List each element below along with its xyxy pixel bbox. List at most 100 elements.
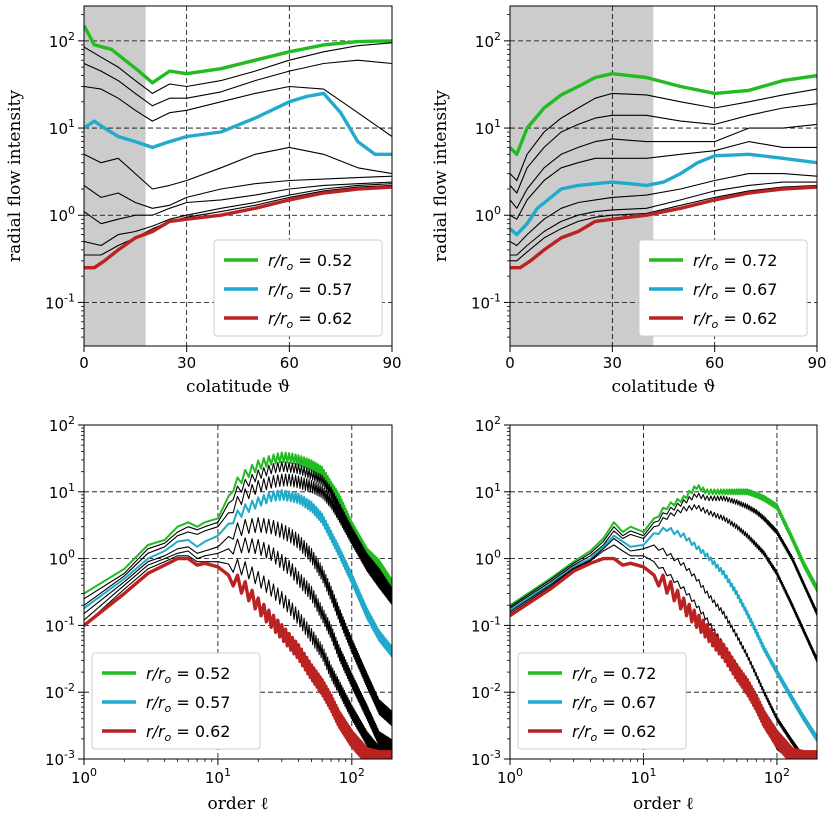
y-tick-label: 101	[475, 481, 501, 502]
y-tick-label: 10-3	[471, 748, 501, 769]
axes-frame	[509, 424, 818, 760]
series-line-2	[510, 103, 817, 194]
shaded-region	[84, 6, 146, 346]
x-axis-label: order ℓ	[208, 794, 269, 814]
y-tick-label: 100	[475, 548, 501, 569]
panel-top-left: 0 30 60 90 10-1 100 101 102 colatitude ϑ radial f…	[5, 5, 402, 397]
legend-label: r/ro = 0.72	[693, 251, 777, 273]
x-tick-label: 101	[205, 766, 231, 787]
legend-frame	[91, 652, 261, 750]
x-tick-label: 102	[764, 766, 790, 787]
x-tick-label: 90	[382, 354, 401, 372]
y-tick-label: 10-3	[45, 748, 75, 769]
series-line-3	[84, 85, 392, 137]
legend-label: r/ro = 0.57	[146, 693, 230, 715]
x-tick-label: 60	[705, 354, 724, 372]
series-line-4	[510, 141, 817, 220]
legend-label: r/ro = 0.57	[268, 280, 352, 302]
series-line-8	[84, 183, 392, 247]
legend-label: r/ro = 0.62	[268, 309, 352, 331]
series-line-0	[510, 484, 817, 607]
series-line-6	[84, 175, 392, 209]
panel-bottom-right: 100 101 102 10-3 10-2 10-1 100 101 102 order ℓ r/r…	[471, 414, 818, 814]
series-line-1	[510, 492, 817, 616]
series-line-6	[510, 556, 817, 759]
y-tick-label: 101	[49, 117, 75, 138]
x-tick-label: 102	[339, 766, 365, 787]
series-line-6	[510, 173, 817, 247]
series-line-5	[84, 146, 392, 190]
axes-frame	[83, 5, 393, 347]
y-tick-label: 10-1	[471, 614, 501, 635]
x-tick-label: 30	[603, 354, 622, 372]
series-line-2	[84, 473, 392, 606]
y-tick-label: 100	[475, 204, 501, 225]
x-tick-label: 101	[630, 766, 656, 787]
legend-frame	[517, 652, 687, 750]
series-line-2	[510, 504, 817, 663]
y-tick-label: 10-1	[471, 291, 501, 312]
series-line-4	[510, 537, 817, 759]
series-line-5	[84, 537, 392, 755]
series-line-10	[84, 185, 392, 270]
y-tick-label: 102	[49, 30, 75, 51]
legend: r/ro = 0.52 r/ro = 0.57 r/ro = 0.62	[91, 652, 261, 750]
x-tick-label: 100	[71, 766, 97, 787]
x-tick-label: 90	[807, 354, 826, 372]
x-tick-label: 30	[177, 354, 196, 372]
y-tick-label: 101	[49, 481, 75, 502]
legend-label: r/ro = 0.62	[146, 722, 230, 744]
series-line-6	[84, 555, 392, 759]
series-line-4	[84, 91, 392, 156]
series-line-5	[510, 152, 817, 237]
series-line-0	[510, 72, 817, 156]
axes-frame	[509, 5, 818, 347]
y-tick-label: 10-2	[471, 681, 501, 702]
series-line-7	[84, 181, 392, 225]
legend-label: r/ro = 0.72	[572, 664, 656, 686]
legend: r/ro = 0.52 r/ro = 0.57 r/ro = 0.62	[213, 239, 383, 337]
axes-frame	[83, 424, 393, 760]
x-axis-label: order ℓ	[633, 794, 694, 814]
series-group	[510, 484, 817, 759]
legend-frame	[213, 239, 383, 337]
legend: r/ro = 0.72 r/ro = 0.67 r/ro = 0.62	[638, 239, 808, 337]
series-group	[84, 451, 392, 759]
series-line-9	[84, 184, 392, 256]
series-line-1	[510, 88, 817, 182]
series-group	[84, 24, 392, 270]
y-tick-label: 10-1	[45, 291, 75, 312]
x-axis-label: colatitude ϑ	[612, 377, 716, 397]
x-tick-label: 100	[497, 766, 523, 787]
x-axis-label: colatitude ϑ	[186, 377, 290, 397]
panel-bottom-left: 100 101 102 10-3 10-2 10-1 100 101 102 order ℓ r/r…	[45, 414, 393, 814]
series-group	[510, 72, 817, 270]
y-axis-label: radial flow intensity	[431, 90, 451, 262]
series-line-1	[84, 42, 392, 94]
y-tick-label: 10-2	[45, 681, 75, 702]
series-line-7	[510, 181, 817, 256]
y-tick-label: 100	[49, 204, 75, 225]
legend-label: r/ro = 0.67	[693, 280, 777, 302]
x-tick-label: 0	[79, 354, 89, 372]
series-line-2	[84, 59, 392, 107]
legend-label: r/ro = 0.67	[572, 693, 656, 715]
series-line-3	[510, 526, 817, 742]
series-line-8	[510, 184, 817, 262]
y-tick-label: 102	[475, 30, 501, 51]
series-line-7	[84, 556, 392, 759]
series-line-3	[510, 123, 817, 209]
legend-frame	[638, 239, 808, 337]
legend-label: r/ro = 0.52	[146, 664, 230, 686]
y-tick-label: 10-1	[45, 614, 75, 635]
series-line-4	[84, 517, 392, 727]
legend-label: r/ro = 0.62	[693, 309, 777, 331]
y-axis-label: radial flow intensity	[5, 90, 25, 262]
legend-label: r/ro = 0.52	[268, 251, 352, 273]
series-line-0	[84, 24, 392, 85]
x-tick-label: 0	[505, 354, 515, 372]
y-tick-label: 102	[49, 414, 75, 435]
x-tick-label: 60	[280, 354, 299, 372]
panel-top-right: 0 30 60 90 10-1 100 101 102 colatitude ϑ radial f…	[431, 5, 827, 397]
